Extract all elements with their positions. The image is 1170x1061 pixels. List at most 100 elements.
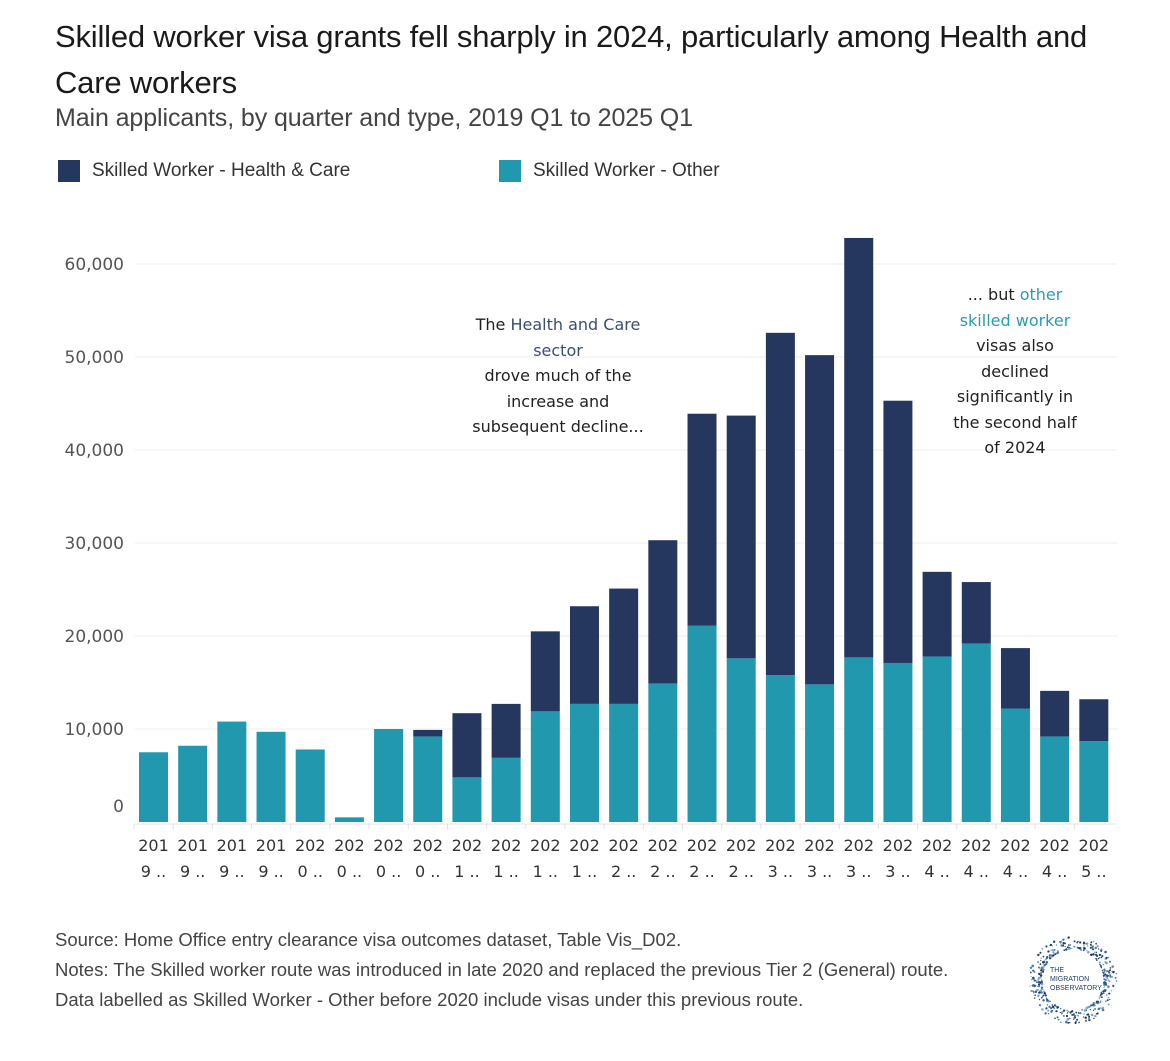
annotation-other-highlight: other skilled worker — [959, 285, 1071, 330]
logo-dot — [1087, 950, 1090, 954]
x-tick-label: 202 — [373, 836, 404, 855]
legend-label-other: Skilled Worker - Other — [533, 160, 720, 181]
bar-health-care — [648, 540, 678, 684]
logo-dot — [1098, 996, 1100, 998]
logo-dot — [1095, 942, 1098, 945]
x-tick-label: 201 — [256, 836, 287, 855]
logo-dot — [1073, 1016, 1077, 1019]
logo-dot — [1100, 1001, 1102, 1003]
x-tick-label: 202 — [530, 836, 561, 855]
bar-health-care — [805, 355, 835, 685]
logo-dot — [1049, 954, 1051, 956]
annotation-other-prefix: ... but — [967, 285, 1020, 304]
legend-swatch-other — [499, 160, 521, 182]
y-tick-label: 40,000 — [65, 441, 124, 461]
bar-other — [491, 757, 521, 822]
y-tick-label: 0 — [113, 797, 124, 817]
bar-other — [922, 656, 952, 822]
logo-dot — [1093, 1017, 1095, 1020]
legend-item-other[interactable]: Skilled Worker - Other — [499, 160, 720, 182]
logo-dot — [1107, 979, 1109, 981]
x-tick-label: 202 — [1079, 836, 1110, 855]
logo-dot — [1103, 973, 1105, 975]
logo-dot — [1086, 945, 1089, 947]
logo-dot — [1110, 990, 1113, 992]
logo-dot — [1032, 969, 1035, 972]
logo-dot — [1081, 1008, 1084, 1011]
logo-dot — [1062, 1014, 1065, 1017]
logo-dot — [1033, 970, 1036, 973]
x-tick-label: 202 — [961, 836, 992, 855]
logo-dot — [1085, 1008, 1087, 1010]
logo-dot — [1102, 990, 1104, 992]
logo-dot — [1114, 976, 1117, 979]
legend-item-health-care[interactable]: Skilled Worker - Health & Care — [58, 160, 499, 182]
logo-dot — [1100, 1007, 1103, 1010]
logo-dot — [1110, 975, 1114, 979]
logo-dot — [1115, 973, 1117, 975]
bar-other — [609, 703, 639, 822]
logo-dot — [1051, 1005, 1055, 1009]
logo-dot — [1029, 985, 1031, 987]
logo-dot — [1068, 947, 1071, 951]
x-tick-label: 202 — [295, 836, 326, 855]
logo-dot — [1053, 949, 1056, 951]
logo-dot — [1108, 971, 1111, 974]
logo-dot — [1064, 945, 1066, 948]
logo-dot — [1060, 940, 1063, 942]
logo-dot — [1105, 981, 1107, 984]
logo-dot — [1041, 997, 1043, 999]
x-tick-label: 1 .. — [493, 862, 518, 881]
logo-dot — [1090, 1004, 1092, 1007]
source-note: Source: Home Office entry clearance visa… — [55, 929, 682, 950]
logo-dot — [1040, 959, 1042, 962]
logo-dot — [1107, 987, 1109, 989]
logo-dot — [1029, 971, 1032, 974]
logo-dot — [1104, 980, 1106, 983]
bar-health-care — [452, 713, 482, 778]
logo-dot — [1044, 958, 1047, 961]
bar-health-care — [1040, 690, 1070, 737]
logo-dot — [1066, 1022, 1068, 1024]
legend-swatch-health-care — [58, 160, 80, 182]
logo-dot — [1104, 958, 1106, 960]
bars — [139, 237, 1109, 822]
bar-other — [413, 736, 443, 822]
logo-dot — [1068, 943, 1072, 947]
logo-dot — [1061, 1010, 1064, 1014]
x-tick-label: 202 — [452, 836, 483, 855]
logo-dot — [1054, 1017, 1056, 1020]
legend-label-health-care: Skilled Worker - Health & Care — [92, 160, 351, 181]
x-tick-label: 2 .. — [689, 862, 714, 881]
logo-dot — [1069, 1017, 1071, 1020]
logo-dot — [1076, 1014, 1078, 1016]
logo-dot — [1077, 1012, 1080, 1014]
logo-dot — [1080, 949, 1083, 952]
logo-dot — [1045, 1007, 1048, 1010]
x-tick-label: 0 .. — [337, 862, 362, 881]
logo-dot — [1067, 1010, 1070, 1013]
x-tick-label: 202 — [1000, 836, 1031, 855]
bar-health-care — [530, 631, 560, 712]
bar-other — [178, 745, 208, 822]
logo-dot — [1046, 998, 1049, 1000]
logo-dot — [1100, 965, 1102, 968]
x-tick-label: 202 — [491, 836, 522, 855]
logo-dot — [1085, 942, 1087, 945]
notes: Notes: The Skilled worker route was intr… — [55, 959, 949, 1010]
logo-dot — [1037, 976, 1041, 980]
annotation-health-care-prefix: The — [475, 315, 511, 334]
logo-dot — [1049, 944, 1051, 947]
x-tick-label: 202 — [843, 836, 874, 855]
logo-dot — [1035, 988, 1039, 992]
logo-dot — [1094, 1008, 1097, 1011]
logo-dot — [1089, 953, 1093, 957]
logo-dot — [1066, 1018, 1069, 1021]
x-tick-label: 201 — [138, 836, 169, 855]
logo-dot — [1094, 951, 1096, 954]
logo-dot — [1102, 963, 1105, 966]
logo-dot — [1092, 1009, 1095, 1012]
logo-dot — [1096, 1000, 1098, 1003]
logo-dot — [1062, 1009, 1066, 1012]
logo-dot — [1044, 1012, 1047, 1015]
